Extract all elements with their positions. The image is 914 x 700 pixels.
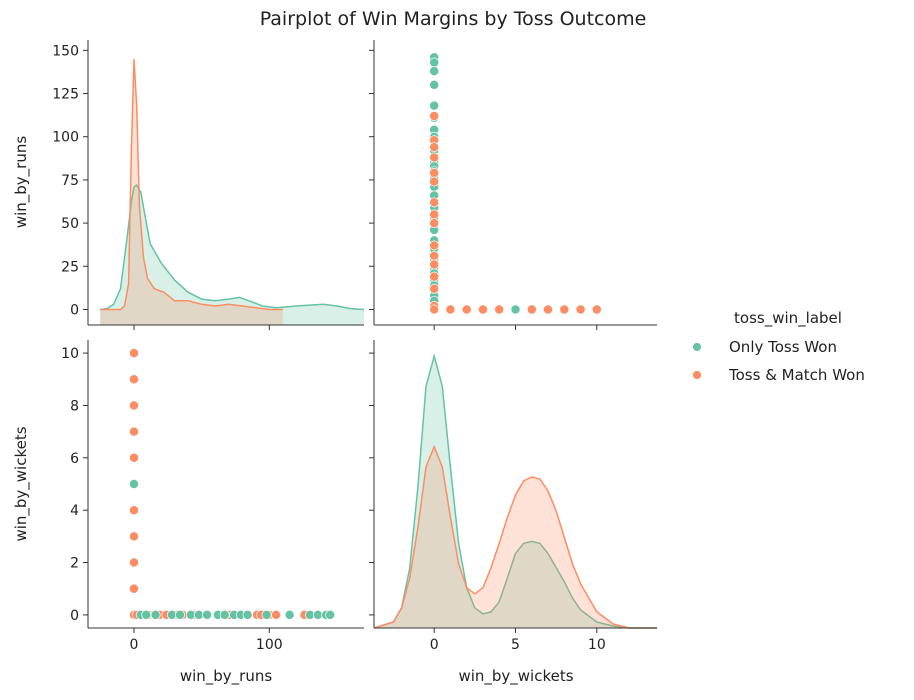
legend-marker-only-toss-won bbox=[692, 342, 702, 352]
point-toss-match-won bbox=[461, 304, 472, 315]
point-only-toss-won bbox=[193, 609, 204, 620]
legend: toss_win_label Only Toss Won Toss & Matc… bbox=[692, 309, 865, 384]
y-tick-label: 50 bbox=[61, 216, 79, 232]
point-toss-match-won bbox=[429, 197, 440, 208]
y-tick-label: 8 bbox=[70, 398, 79, 414]
kde-area-only-toss-won bbox=[374, 356, 657, 628]
point-toss-match-won bbox=[478, 304, 488, 315]
point-only-toss-won bbox=[510, 304, 521, 315]
point-toss-match-won bbox=[271, 609, 282, 620]
point-toss-match-won bbox=[129, 557, 139, 568]
point-toss-match-won bbox=[129, 348, 139, 359]
kde-area-toss-match-won bbox=[374, 446, 657, 628]
chart-title: Pairplot of Win Margins by Toss Outcome bbox=[260, 8, 647, 30]
point-toss-match-won bbox=[129, 505, 139, 516]
kde-line-only-toss-won bbox=[373, 353, 657, 629]
legend-marker-toss-match-won bbox=[692, 370, 702, 380]
y-tick-label: 150 bbox=[52, 43, 79, 59]
point-only-toss-won bbox=[150, 609, 161, 620]
point-toss-match-won bbox=[445, 304, 456, 315]
panel-runs-vs-wickets: 0 2 4 6 8 10 0 100 bbox=[61, 340, 364, 653]
y-tick-label: 125 bbox=[52, 87, 79, 103]
kde-line-only-toss-won bbox=[100, 184, 365, 311]
point-toss-match-won bbox=[429, 218, 440, 229]
point-toss-match-won bbox=[429, 283, 440, 294]
point-only-toss-won bbox=[141, 609, 152, 620]
y-axis-label-top: win_by_runs bbox=[12, 136, 31, 229]
point-only-toss-won bbox=[429, 57, 440, 68]
y-axis-label-bottom: win_by_wickets bbox=[12, 426, 31, 541]
point-toss-match-won bbox=[526, 304, 537, 315]
kde-line-toss-match-won bbox=[100, 58, 283, 311]
panel-wickets-vs-runs bbox=[369, 40, 657, 330]
point-toss-match-won bbox=[429, 259, 440, 270]
panel-runs-kde: 0 25 50 75 100 125 150 bbox=[52, 40, 365, 330]
kde-area-only-toss-won bbox=[100, 185, 364, 325]
point-toss-match-won bbox=[575, 304, 586, 315]
point-toss-match-won bbox=[494, 304, 505, 315]
point-toss-match-won bbox=[429, 209, 440, 220]
point-only-toss-won bbox=[429, 100, 440, 111]
point-toss-match-won bbox=[129, 452, 139, 463]
y-tick-label: 2 bbox=[70, 556, 79, 572]
point-only-toss-won bbox=[284, 609, 295, 620]
point-toss-match-won bbox=[591, 304, 602, 315]
kde-area-toss-match-won bbox=[100, 59, 283, 325]
point-only-toss-won bbox=[261, 609, 272, 620]
y-tick-label: 10 bbox=[61, 346, 79, 362]
y-tick-label: 25 bbox=[61, 259, 79, 275]
point-toss-match-won bbox=[559, 304, 570, 315]
x-tick-label: 10 bbox=[588, 637, 606, 653]
point-toss-match-won bbox=[129, 426, 139, 437]
point-toss-match-won bbox=[429, 168, 440, 178]
point-only-toss-won bbox=[202, 609, 213, 620]
point-only-toss-won bbox=[429, 79, 440, 90]
point-toss-match-won bbox=[429, 111, 440, 121]
panel-wickets-kde: 0 5 10 bbox=[369, 340, 657, 653]
point-toss-match-won bbox=[429, 271, 440, 282]
y-tick-label: 4 bbox=[70, 503, 79, 519]
point-toss-match-won bbox=[129, 374, 139, 385]
y-tick-label: 75 bbox=[61, 173, 79, 189]
point-toss-match-won bbox=[429, 250, 440, 261]
point-toss-match-won bbox=[543, 304, 553, 315]
point-only-toss-won bbox=[219, 609, 230, 620]
point-toss-match-won bbox=[129, 583, 139, 594]
x-axis-label-left: win_by_runs bbox=[180, 667, 273, 686]
x-tick-label: 100 bbox=[256, 637, 283, 653]
legend-title: toss_win_label bbox=[734, 309, 842, 328]
point-toss-match-won bbox=[429, 240, 440, 251]
y-tick-label: 0 bbox=[70, 302, 79, 318]
x-tick-label: 0 bbox=[430, 637, 439, 653]
x-axis-label-right: win_by_wickets bbox=[458, 667, 573, 686]
point-only-toss-won bbox=[175, 609, 185, 620]
point-toss-match-won bbox=[429, 304, 440, 315]
y-tick-label: 100 bbox=[52, 130, 79, 146]
point-toss-match-won bbox=[129, 531, 139, 542]
y-tick-label: 0 bbox=[70, 608, 79, 624]
point-only-toss-won bbox=[242, 609, 253, 620]
point-toss-match-won bbox=[129, 400, 139, 411]
point-toss-match-won bbox=[429, 152, 440, 163]
legend-label-only-toss-won: Only Toss Won bbox=[729, 338, 837, 356]
x-tick-label: 5 bbox=[511, 637, 520, 653]
point-only-toss-won bbox=[325, 609, 336, 620]
kde-line-toss-match-won bbox=[373, 444, 657, 629]
legend-label-toss-match-won: Toss & Match Won bbox=[728, 366, 865, 384]
point-toss-match-won bbox=[429, 142, 440, 153]
point-only-toss-won bbox=[429, 66, 440, 77]
point-only-toss-won bbox=[129, 479, 139, 489]
point-toss-match-won bbox=[429, 176, 440, 187]
x-tick-label: 0 bbox=[130, 637, 139, 653]
y-tick-label: 6 bbox=[70, 451, 79, 467]
